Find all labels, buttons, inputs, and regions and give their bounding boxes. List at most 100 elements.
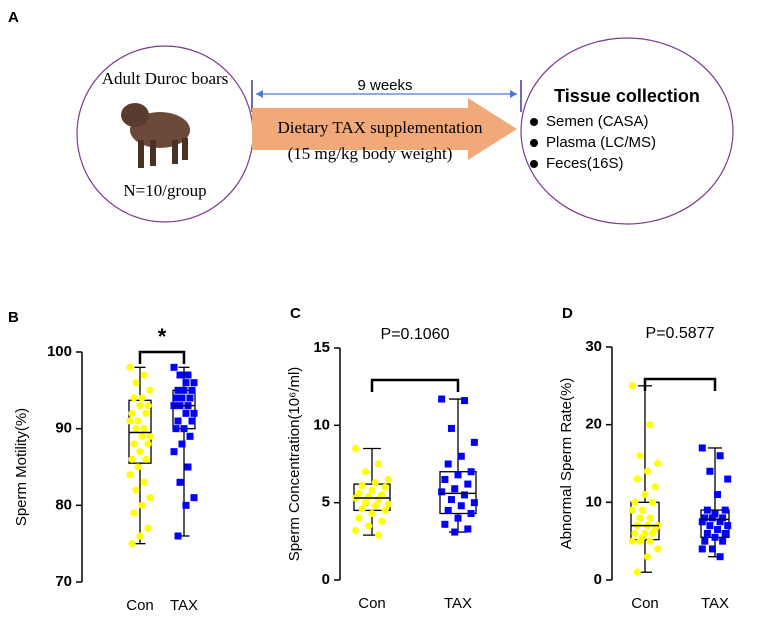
data-point [438, 488, 446, 496]
data-point [714, 491, 722, 499]
data-point [174, 532, 182, 540]
data-point [180, 425, 188, 433]
data-point [134, 417, 142, 425]
treatment-arrow [252, 98, 517, 160]
annotation: P=0.1060 [381, 326, 450, 343]
y-tick-label: 20 [585, 416, 602, 433]
x-tick-label: TAX [170, 597, 198, 614]
bullet [530, 118, 538, 126]
data-point [144, 402, 152, 410]
data-point [188, 417, 196, 425]
significance-bracket [370, 378, 460, 392]
data-point [698, 444, 706, 452]
data-point [721, 506, 729, 514]
x-tick-label: TAX [444, 595, 472, 612]
data-point [454, 471, 462, 479]
data-point [172, 425, 180, 433]
data-point [140, 371, 148, 379]
data-point [719, 537, 727, 545]
significance-bracket [643, 377, 717, 391]
panel-label: B [8, 309, 19, 326]
data-point [457, 502, 465, 510]
data-point [136, 448, 144, 456]
data-point [365, 522, 373, 530]
data-point [178, 394, 186, 402]
data-point [128, 409, 136, 417]
data-point [643, 553, 652, 561]
data-point [186, 432, 194, 440]
left-title: Adult Duroc boars [102, 69, 229, 88]
data-point [698, 545, 706, 553]
panel-label: D [562, 305, 573, 322]
data-point [649, 529, 657, 538]
data-point [719, 514, 727, 522]
data-point [188, 386, 196, 394]
data-point [646, 537, 654, 545]
data-point [716, 518, 724, 526]
data-point [633, 475, 641, 483]
data-point [378, 517, 386, 525]
y-tick-label: 10 [585, 493, 602, 510]
data-point [636, 537, 644, 545]
data-point [441, 520, 449, 528]
data-point [176, 478, 184, 486]
data-point [361, 468, 370, 476]
data-point [381, 483, 389, 491]
data-point [371, 502, 379, 510]
data-point [126, 417, 134, 425]
data-point [646, 514, 654, 522]
data-point [470, 438, 478, 446]
annotation: P=0.5877 [646, 325, 715, 342]
x-tick-label: Con [631, 595, 659, 612]
data-point [461, 491, 469, 499]
bullet [530, 139, 538, 147]
data-point [130, 440, 138, 448]
data-point [182, 501, 190, 509]
data-point [374, 495, 383, 504]
data-point [170, 448, 178, 456]
data-point [142, 455, 150, 463]
data-point [444, 506, 452, 514]
x-tick-label: Con [126, 597, 154, 614]
data-point [444, 460, 452, 468]
data-point [140, 478, 148, 486]
data-point [146, 386, 154, 394]
data-point [703, 529, 711, 537]
data-point [128, 540, 136, 548]
data-point [130, 394, 138, 402]
data-point [641, 490, 649, 499]
data-point [374, 531, 383, 539]
data-point [126, 471, 134, 479]
data-point [698, 518, 706, 526]
data-point [451, 485, 459, 493]
data-point [180, 386, 188, 394]
right-items: Semen (CASA) Plasma (LC/MS) Feces(16S) [530, 113, 656, 172]
data-point [706, 522, 714, 530]
data-point [631, 529, 639, 538]
data-point [184, 463, 192, 471]
data-point [638, 506, 647, 514]
y-tick-label: 90 [55, 420, 72, 437]
data-point [170, 363, 178, 371]
treatment: Dietary TAX supplementation [277, 118, 483, 137]
data-point [136, 402, 144, 410]
data-point [190, 379, 198, 387]
data-point [128, 455, 136, 463]
y-tick-label: 0 [594, 571, 602, 588]
data-point [365, 492, 373, 501]
data-point [182, 379, 190, 387]
data-point [711, 533, 719, 541]
data-point [654, 545, 662, 553]
data-point [126, 363, 134, 371]
data-point [138, 432, 146, 440]
x-tick-label: Con [358, 595, 386, 612]
data-point [361, 499, 370, 507]
data-point [441, 475, 449, 483]
data-point [716, 553, 724, 561]
right-item: Plasma (LC/MS) [546, 134, 656, 151]
data-point [190, 494, 198, 502]
panel-label: A [8, 9, 19, 26]
data-point [130, 509, 138, 517]
data-point [461, 397, 469, 405]
